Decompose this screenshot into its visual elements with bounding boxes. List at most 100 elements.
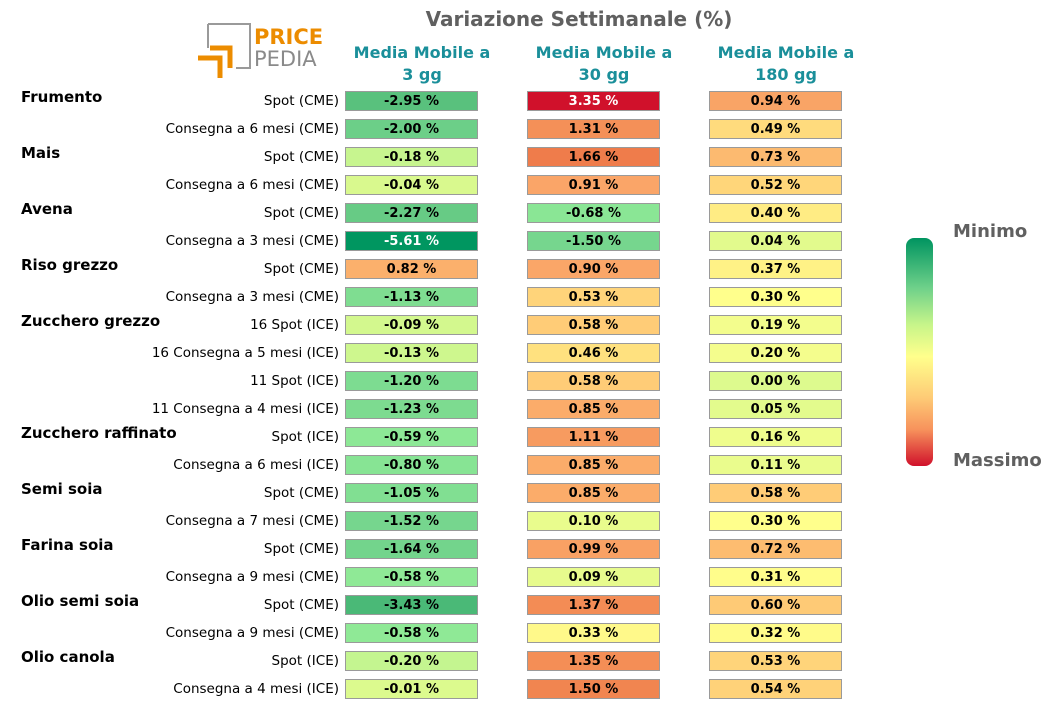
value-cell: -0.13 %	[345, 343, 478, 363]
row-label: Consegna a 6 mesi (ICE)	[173, 457, 339, 473]
value-cell: 0.58 %	[709, 483, 842, 503]
svg-text:PRICE: PRICE	[254, 25, 323, 49]
value-cell: 0.72 %	[709, 539, 842, 559]
value-cell: 0.82 %	[345, 259, 478, 279]
chart-title: Variazione Settimanale (%)	[425, 7, 733, 31]
value-cell: 0.94 %	[709, 91, 842, 111]
value-cell: 0.16 %	[709, 427, 842, 447]
value-cell: -0.80 %	[345, 455, 478, 475]
value-cell: 0.40 %	[709, 203, 842, 223]
value-cell: 0.46 %	[527, 343, 660, 363]
value-cell: 1.31 %	[527, 119, 660, 139]
value-cell: -1.50 %	[527, 231, 660, 251]
value-cell: 0.11 %	[709, 455, 842, 475]
row-label: Spot (ICE)	[271, 653, 339, 669]
value-cell: -0.58 %	[345, 567, 478, 587]
value-cell: 0.60 %	[709, 595, 842, 615]
row-label: Consegna a 9 mesi (CME)	[165, 569, 339, 585]
value-cell: 0.20 %	[709, 343, 842, 363]
value-cell: 0.05 %	[709, 399, 842, 419]
value-cell: -3.43 %	[345, 595, 478, 615]
value-cell: 0.37 %	[709, 259, 842, 279]
row-label: Consegna a 3 mesi (CME)	[165, 233, 339, 249]
row-label: Consegna a 6 mesi (CME)	[165, 121, 339, 137]
group-label: Frumento	[21, 88, 103, 106]
value-cell: 0.30 %	[709, 287, 842, 307]
value-cell: 1.37 %	[527, 595, 660, 615]
value-cell: 0.53 %	[527, 287, 660, 307]
svg-text:PEDIA: PEDIA	[254, 47, 317, 71]
column-header: Media Mobile a 30 gg	[535, 43, 673, 84]
value-cell: 1.66 %	[527, 147, 660, 167]
pricepedia-logo: PRICE PEDIA	[196, 22, 326, 80]
row-label: Spot (ICE)	[271, 429, 339, 445]
group-label: Semi soia	[21, 480, 103, 498]
value-cell: 0.58 %	[527, 315, 660, 335]
row-label: Consegna a 9 mesi (CME)	[165, 625, 339, 641]
value-cell: 0.91 %	[527, 175, 660, 195]
value-cell: -1.13 %	[345, 287, 478, 307]
value-cell: 0.90 %	[527, 259, 660, 279]
value-cell: 1.50 %	[527, 679, 660, 699]
group-label: Mais	[21, 144, 61, 162]
colorbar-min-label: Minimo	[953, 221, 1028, 242]
value-cell: -2.95 %	[345, 91, 478, 111]
value-cell: -1.64 %	[345, 539, 478, 559]
group-label: Zucchero raffinato	[21, 424, 177, 442]
group-label: Zucchero grezzo	[21, 312, 161, 330]
group-label: Olio semi soia	[21, 592, 140, 610]
value-cell: -1.52 %	[345, 511, 478, 531]
value-cell: -0.09 %	[345, 315, 478, 335]
value-cell: -0.01 %	[345, 679, 478, 699]
value-cell: 0.52 %	[709, 175, 842, 195]
value-cell: -0.18 %	[345, 147, 478, 167]
colorbar-max-label: Massimo	[953, 450, 1042, 471]
group-label: Olio canola	[21, 648, 115, 666]
value-cell: 0.53 %	[709, 651, 842, 671]
value-cell: 1.11 %	[527, 427, 660, 447]
row-label: 11 Spot (ICE)	[250, 373, 339, 389]
value-cell: 0.32 %	[709, 623, 842, 643]
value-cell: 0.85 %	[527, 399, 660, 419]
row-label: Spot (CME)	[263, 261, 339, 277]
value-cell: 0.33 %	[527, 623, 660, 643]
row-label: Consegna a 4 mesi (ICE)	[173, 681, 339, 697]
value-cell: 0.30 %	[709, 511, 842, 531]
row-label: Spot (CME)	[263, 485, 339, 501]
group-label: Riso grezzo	[21, 256, 119, 274]
value-cell: 0.00 %	[709, 371, 842, 391]
value-cell: 0.31 %	[709, 567, 842, 587]
value-cell: 0.09 %	[527, 567, 660, 587]
value-cell: 0.54 %	[709, 679, 842, 699]
row-label: Consegna a 7 mesi (CME)	[165, 513, 339, 529]
value-cell: -0.20 %	[345, 651, 478, 671]
row-label: Spot (CME)	[263, 205, 339, 221]
group-label: Avena	[21, 200, 73, 218]
value-cell: -1.05 %	[345, 483, 478, 503]
row-label: Spot (CME)	[263, 541, 339, 557]
row-label: Consegna a 3 mesi (CME)	[165, 289, 339, 305]
row-label: 16 Consegna a 5 mesi (ICE)	[151, 345, 339, 361]
value-cell: -0.68 %	[527, 203, 660, 223]
value-cell: -1.20 %	[345, 371, 478, 391]
value-cell: 0.85 %	[527, 455, 660, 475]
value-cell: 1.35 %	[527, 651, 660, 671]
value-cell: 0.49 %	[709, 119, 842, 139]
column-header: Media Mobile a 180 gg	[717, 43, 855, 84]
row-label: Spot (CME)	[263, 93, 339, 109]
row-label: 11 Consegna a 4 mesi (ICE)	[151, 401, 339, 417]
value-cell: 0.19 %	[709, 315, 842, 335]
row-label: Consegna a 6 mesi (CME)	[165, 177, 339, 193]
value-cell: 3.35 %	[527, 91, 660, 111]
value-cell: 0.58 %	[527, 371, 660, 391]
row-label: Spot (CME)	[263, 149, 339, 165]
value-cell: 0.99 %	[527, 539, 660, 559]
row-label: Spot (CME)	[263, 597, 339, 613]
value-cell: -0.58 %	[345, 623, 478, 643]
value-cell: -0.59 %	[345, 427, 478, 447]
value-cell: -2.00 %	[345, 119, 478, 139]
value-cell: -5.61 %	[345, 231, 478, 251]
value-cell: 0.04 %	[709, 231, 842, 251]
row-label: 16 Spot (ICE)	[250, 317, 339, 333]
